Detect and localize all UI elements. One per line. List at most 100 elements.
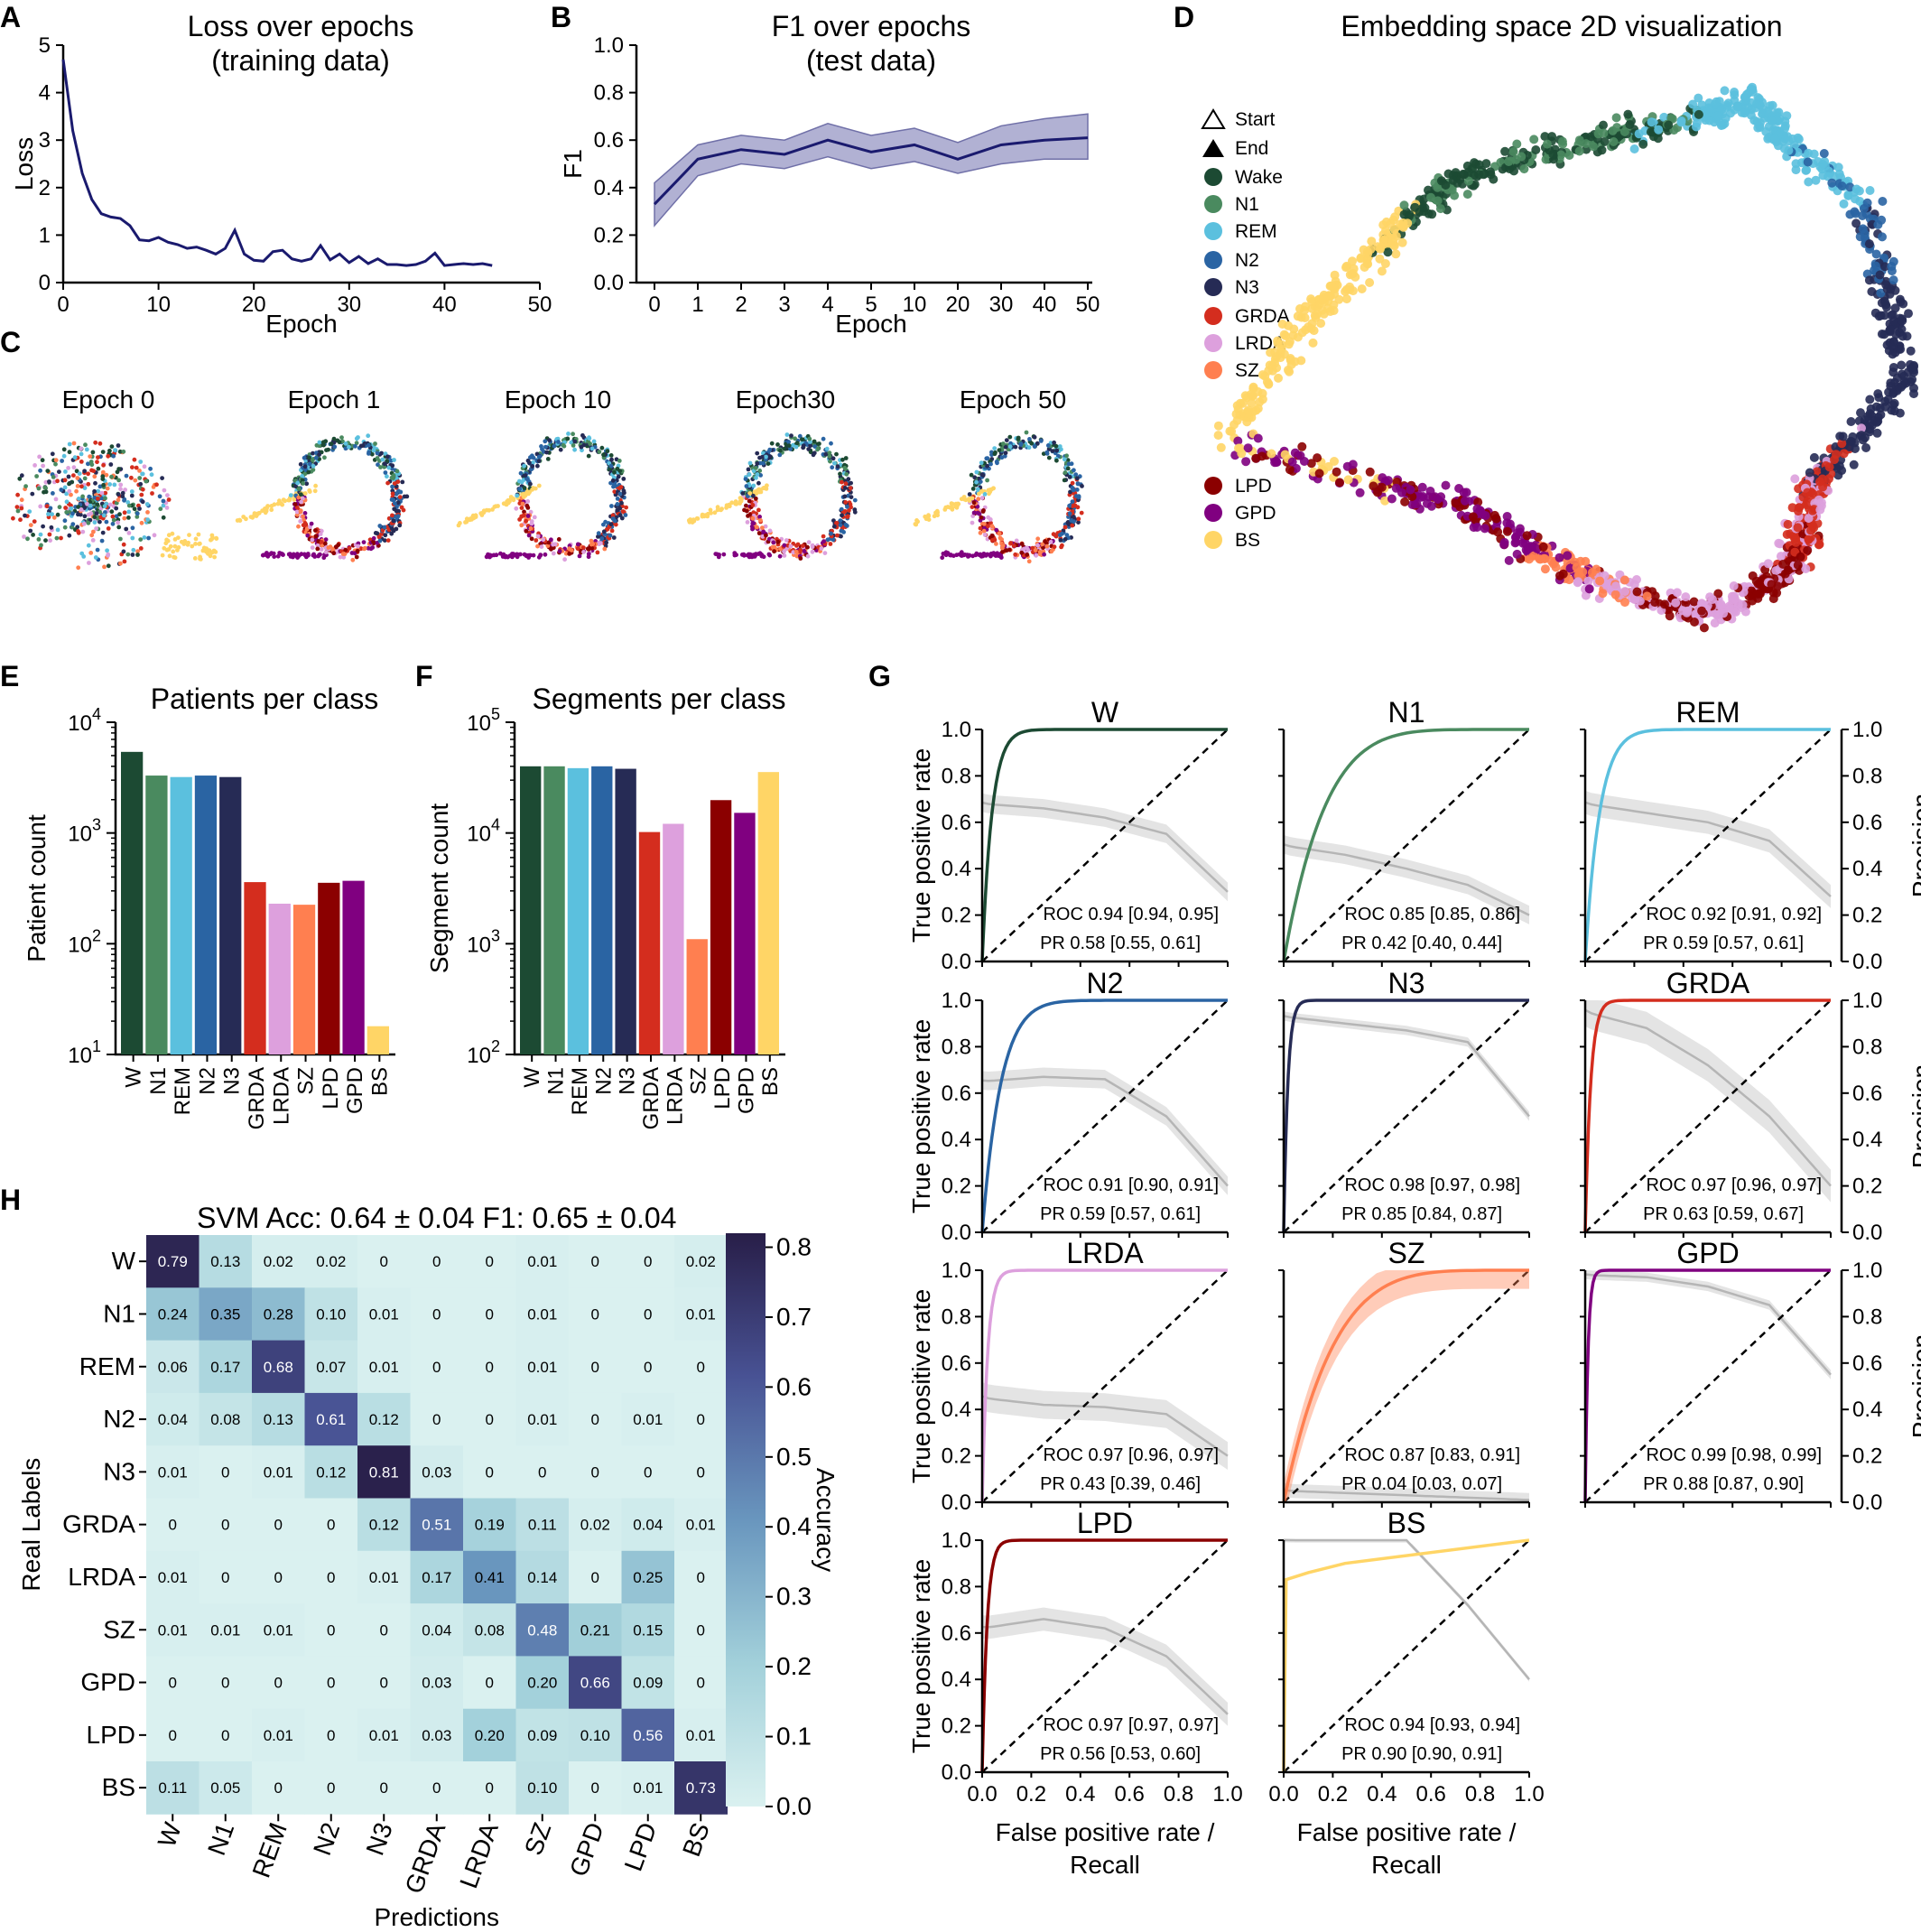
scatter-point bbox=[187, 533, 191, 537]
heatmap-cell bbox=[463, 1287, 516, 1342]
scatter-point bbox=[1513, 528, 1522, 538]
scatter-point bbox=[1877, 215, 1887, 225]
scatter-point bbox=[1480, 524, 1489, 534]
y-axis-label: True positive rate bbox=[907, 1559, 935, 1753]
scatter-point bbox=[766, 461, 771, 466]
scatter-point bbox=[307, 455, 311, 460]
scatter-point bbox=[1512, 139, 1522, 149]
scatter-point bbox=[1032, 434, 1037, 440]
heatmap-cell bbox=[146, 1392, 200, 1446]
pr-annotation: PR 0.56 [0.53, 0.60] bbox=[1040, 1744, 1201, 1764]
chart-subtitle: (test data) bbox=[806, 44, 936, 77]
scatter-point bbox=[1046, 447, 1052, 451]
x-tick-label: 5 bbox=[865, 293, 877, 317]
scatter-point bbox=[1227, 426, 1237, 436]
scatter-point bbox=[1355, 488, 1365, 497]
scatter-point bbox=[1830, 455, 1839, 465]
scatter-point bbox=[331, 551, 337, 556]
scatter-point bbox=[103, 496, 107, 501]
scatter-point bbox=[529, 536, 534, 542]
scatter-point bbox=[1650, 591, 1660, 601]
heatmap-cell bbox=[199, 1656, 253, 1710]
scatter-point bbox=[1824, 474, 1833, 484]
x-tick-label: REM bbox=[171, 1067, 195, 1115]
x-tick-label: 0.8 bbox=[1164, 1782, 1193, 1807]
scatter-point bbox=[1427, 209, 1437, 219]
scatter-point bbox=[272, 554, 277, 559]
scatter-point bbox=[96, 455, 100, 460]
heatmap-value: 0 bbox=[327, 1569, 335, 1586]
scatter-point bbox=[125, 500, 131, 505]
scatter-point bbox=[1834, 461, 1844, 471]
scatter-point bbox=[1007, 444, 1013, 450]
heatmap-cell bbox=[252, 1498, 305, 1552]
scatter-point bbox=[822, 551, 828, 555]
scatter-point bbox=[700, 513, 705, 518]
heatmap-value: 0.01 bbox=[369, 1727, 399, 1744]
scatter-point bbox=[15, 508, 21, 514]
roc-curve bbox=[1282, 728, 1529, 962]
scatter-point bbox=[1451, 498, 1461, 508]
y2-axis-label: Precision bbox=[1907, 1064, 1921, 1168]
y-tick-label: 0.4 bbox=[594, 176, 624, 200]
scatter-point bbox=[315, 543, 320, 548]
scatter-point bbox=[1500, 146, 1510, 156]
scatter-point bbox=[62, 478, 68, 483]
scatter-point bbox=[599, 445, 605, 450]
scatter-point bbox=[1717, 601, 1727, 611]
scatter-point bbox=[597, 450, 602, 454]
scatter-point bbox=[829, 441, 833, 446]
scatter-point bbox=[849, 495, 854, 499]
heatmap-value: 0 bbox=[221, 1675, 229, 1692]
scatter-point bbox=[1044, 450, 1050, 455]
scatter-point bbox=[79, 484, 84, 489]
scatter-point bbox=[1589, 142, 1599, 152]
y2-tick-label: 0.8 bbox=[1852, 1305, 1882, 1329]
scatter-point bbox=[519, 523, 524, 528]
y2-tick-label: 0.4 bbox=[1852, 1128, 1882, 1152]
heatmap-value: 0 bbox=[591, 1253, 599, 1270]
scatter-point bbox=[82, 486, 88, 490]
scatter-point bbox=[1341, 294, 1351, 304]
scatter-point bbox=[1381, 234, 1390, 244]
scatter-point bbox=[777, 553, 783, 559]
x-tick-label: W bbox=[122, 1067, 146, 1088]
scatter-point bbox=[551, 551, 556, 556]
scatter-point bbox=[261, 553, 266, 558]
heatmap-cell bbox=[674, 1445, 728, 1499]
heatmap-value: 0.12 bbox=[316, 1463, 346, 1481]
y-tick-label: 2 bbox=[39, 176, 51, 200]
scatter-point bbox=[116, 525, 122, 530]
scatter-point bbox=[1672, 588, 1682, 598]
heatmap-value: 0.48 bbox=[527, 1621, 557, 1639]
scatter-point bbox=[1511, 537, 1521, 547]
heatmap-cell bbox=[569, 1603, 622, 1657]
scatter-point bbox=[1264, 379, 1274, 388]
scatter-point bbox=[1555, 571, 1564, 581]
scatter-point bbox=[1306, 459, 1316, 469]
scatter-point bbox=[823, 451, 829, 457]
heatmap-title: SVM Acc: 0.64 ± 0.04 F1: 0.65 ± 0.04 bbox=[197, 1202, 676, 1234]
scatter-point bbox=[1348, 286, 1358, 296]
scatter-point bbox=[846, 477, 851, 482]
scatter-point bbox=[812, 450, 817, 456]
scatter-point bbox=[142, 464, 147, 469]
scatter-point bbox=[1407, 492, 1417, 502]
x-tick-label: 0.2 bbox=[1318, 1782, 1348, 1807]
scatter-point bbox=[260, 508, 264, 514]
x-tick-label: N1 bbox=[146, 1067, 171, 1095]
scatter-point bbox=[1300, 305, 1309, 315]
scatter-point bbox=[1593, 129, 1603, 139]
x-tick-label: SZ bbox=[294, 1067, 319, 1095]
scatter-point bbox=[61, 447, 67, 452]
y-axis-label: Loss bbox=[10, 137, 38, 190]
scatter-point bbox=[999, 455, 1005, 460]
scatter-point bbox=[135, 515, 140, 519]
scatter-point bbox=[609, 504, 614, 508]
scatter-point bbox=[602, 546, 608, 552]
scatter-point bbox=[160, 476, 165, 480]
roc-annotation: ROC 0.97 [0.96, 0.97] bbox=[1043, 1445, 1219, 1465]
